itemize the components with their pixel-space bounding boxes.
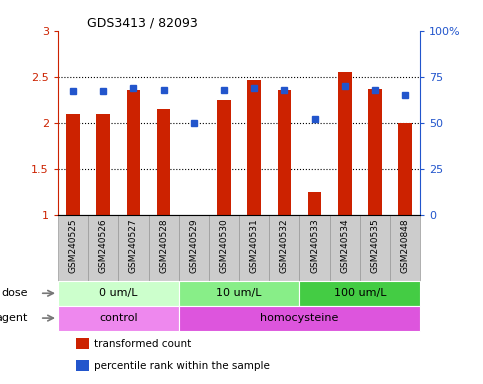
Bar [118,215,149,281]
Bar [66,114,80,215]
Bar [179,306,420,331]
Text: control: control [99,313,138,323]
Text: dose: dose [1,288,28,298]
Text: GSM240535: GSM240535 [370,218,380,273]
Bar [278,91,291,215]
Bar [97,114,110,215]
Bar [270,215,299,281]
Bar [360,215,390,281]
Text: GSM240533: GSM240533 [310,218,319,273]
Bar [390,215,420,281]
Text: homocysteine: homocysteine [260,313,339,323]
Text: agent: agent [0,313,28,323]
Text: 100 um/L: 100 um/L [334,288,386,298]
Bar [209,215,239,281]
Bar [398,122,412,215]
Text: GSM240525: GSM240525 [69,218,78,273]
Text: 10 um/L: 10 um/L [216,288,262,298]
Bar [299,281,420,306]
Text: transformed count: transformed count [94,339,191,349]
Text: 0 um/L: 0 um/L [99,288,138,298]
Bar [58,215,88,281]
Text: GSM240530: GSM240530 [219,218,228,273]
Bar [58,306,179,331]
Text: GSM240527: GSM240527 [129,218,138,273]
Text: GSM240529: GSM240529 [189,218,199,273]
Bar [179,215,209,281]
Bar [127,91,140,215]
Bar [308,192,321,215]
Text: GSM240848: GSM240848 [400,218,410,273]
Bar [58,281,179,306]
Bar [330,215,360,281]
Bar [299,215,330,281]
Bar [76,360,89,371]
Bar [217,100,231,215]
Text: GSM240526: GSM240526 [99,218,108,273]
Bar [247,80,261,215]
Text: GSM240534: GSM240534 [340,218,349,273]
Bar [179,281,299,306]
Bar [88,215,118,281]
Text: GSM240532: GSM240532 [280,218,289,273]
Text: GDS3413 / 82093: GDS3413 / 82093 [87,17,198,30]
Text: percentile rank within the sample: percentile rank within the sample [94,361,270,371]
Text: GSM240531: GSM240531 [250,218,259,273]
Bar [157,109,170,215]
Bar [149,215,179,281]
Bar [239,215,270,281]
Bar [338,72,352,215]
Bar [76,338,89,349]
Bar [368,89,382,215]
Text: GSM240528: GSM240528 [159,218,168,273]
